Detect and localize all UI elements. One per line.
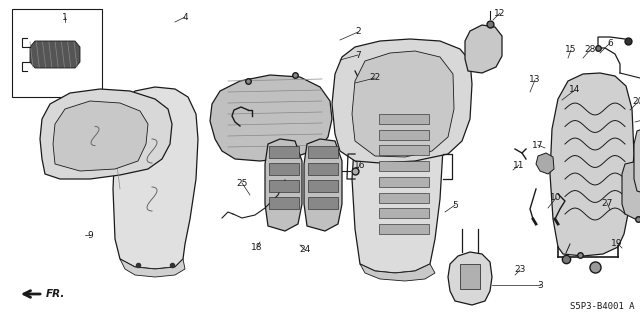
Text: 16: 16: [355, 160, 365, 169]
Bar: [460, 264, 480, 289]
Polygon shape: [536, 153, 554, 174]
Polygon shape: [550, 73, 634, 256]
Text: 22: 22: [369, 73, 381, 83]
Text: 23: 23: [515, 265, 525, 275]
Bar: [269, 146, 299, 158]
Text: 4: 4: [182, 12, 188, 21]
Text: 17: 17: [532, 140, 544, 150]
Text: 1: 1: [62, 12, 68, 21]
Text: 18: 18: [252, 242, 263, 251]
Polygon shape: [40, 89, 172, 179]
Text: 3: 3: [537, 280, 543, 290]
Text: S5P3-B4001 A: S5P3-B4001 A: [570, 302, 635, 311]
Polygon shape: [448, 252, 492, 305]
Text: 10: 10: [550, 194, 562, 203]
Text: 19: 19: [611, 239, 623, 248]
Text: 5: 5: [452, 201, 458, 210]
Text: 14: 14: [570, 85, 580, 94]
Polygon shape: [53, 101, 148, 171]
Bar: [379, 208, 429, 218]
Bar: [308, 146, 338, 158]
Polygon shape: [352, 51, 454, 157]
Bar: [379, 193, 429, 203]
Polygon shape: [465, 25, 502, 73]
Text: 15: 15: [565, 46, 577, 55]
Bar: [379, 130, 429, 140]
Bar: [269, 197, 299, 209]
Polygon shape: [332, 39, 472, 163]
Polygon shape: [210, 75, 332, 161]
Polygon shape: [120, 259, 185, 277]
Bar: [12, 9, 102, 97]
Text: 2: 2: [355, 27, 361, 36]
Bar: [379, 224, 429, 234]
Polygon shape: [30, 41, 80, 68]
Text: 7: 7: [355, 50, 361, 60]
Text: 20: 20: [632, 98, 640, 107]
Bar: [379, 161, 429, 171]
Text: 27: 27: [602, 198, 612, 207]
Polygon shape: [304, 139, 342, 231]
Bar: [308, 180, 338, 192]
Text: 9: 9: [87, 231, 93, 240]
Bar: [269, 163, 299, 175]
Bar: [379, 177, 429, 187]
Bar: [308, 197, 338, 209]
Text: 13: 13: [529, 76, 541, 85]
Text: 28: 28: [584, 46, 596, 55]
Polygon shape: [265, 139, 302, 231]
Polygon shape: [622, 161, 640, 219]
Bar: [379, 114, 429, 124]
Polygon shape: [634, 127, 640, 195]
Polygon shape: [360, 264, 435, 281]
Text: 12: 12: [494, 9, 506, 18]
Polygon shape: [113, 87, 198, 269]
Bar: [269, 180, 299, 192]
Text: 6: 6: [607, 39, 613, 48]
Text: 24: 24: [300, 246, 310, 255]
Bar: [379, 145, 429, 155]
Bar: [308, 163, 338, 175]
Text: 25: 25: [236, 179, 248, 188]
Polygon shape: [352, 77, 443, 273]
Text: FR.: FR.: [46, 289, 65, 299]
Text: 11: 11: [513, 160, 525, 169]
